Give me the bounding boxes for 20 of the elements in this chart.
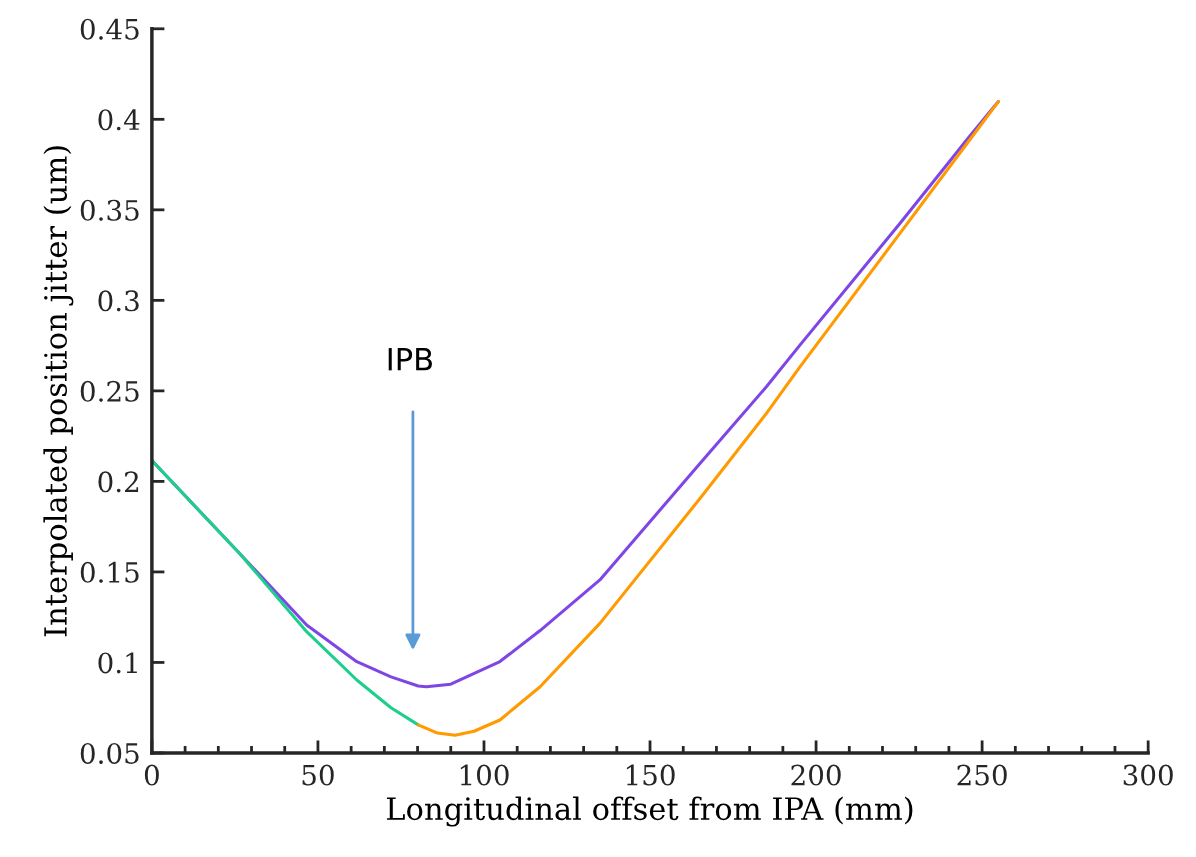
y-tick-label: 0.4: [98, 109, 140, 131]
y-tick-label: 0.45: [80, 18, 139, 40]
annotation: IPB: [388, 348, 432, 371]
x-tick-label: 100: [460, 764, 509, 786]
x-tick-label: 200: [791, 764, 841, 786]
y-tick-label: 0.3: [98, 290, 139, 312]
y-tick-label: 0.25: [80, 380, 139, 402]
y-tick-label: 0.1: [98, 652, 137, 674]
y-tick-label: 0.2: [98, 471, 139, 493]
y-tick-label: 0.05: [80, 742, 139, 764]
y-axis-title: Interpolated position jitter (um): [43, 146, 74, 637]
x-tick-label: 150: [626, 764, 675, 786]
x-tick-label: 300: [1123, 764, 1173, 786]
x-tick-label: 50: [302, 764, 334, 786]
y-tick-label: 0.15: [80, 561, 139, 583]
line-series: [151, 459, 420, 727]
x-tick-label: 0: [144, 764, 159, 786]
x-tick-label: 250: [957, 764, 1007, 786]
x-axis-title: Longitudinal offset from IPA (mm): [386, 796, 913, 827]
y-tick-label: 0.35: [80, 199, 139, 221]
